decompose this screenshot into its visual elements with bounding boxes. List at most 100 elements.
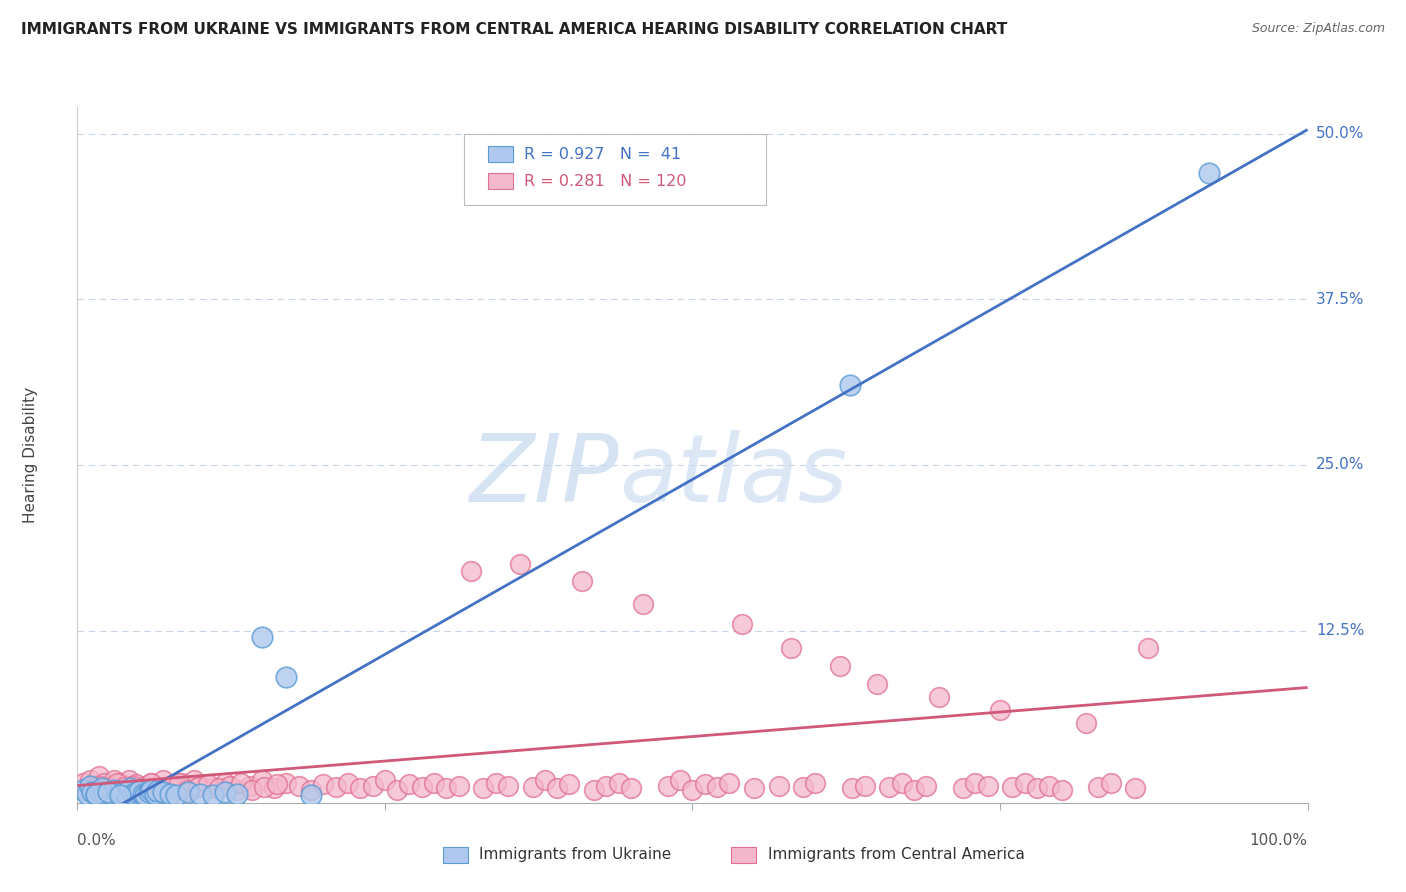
Point (240, 782, 263, 797)
Point (266, 777, 288, 791)
Point (447, 779, 470, 793)
Text: atlas: atlas (619, 430, 846, 521)
Point (121, 781, 143, 796)
Point (187, 780, 209, 794)
Point (82, 779, 104, 793)
Point (841, 781, 863, 796)
Point (141, 776, 163, 790)
Point (125, 777, 148, 791)
Point (558, 777, 581, 791)
Point (374, 773, 396, 788)
Point (325, 780, 347, 794)
Point (188, 787, 212, 801)
Point (928, 690, 950, 704)
Text: Immigrants from Central America: Immigrants from Central America (768, 847, 1025, 862)
Point (121, 787, 143, 801)
Text: R = 0.927   N =  41: R = 0.927 N = 41 (524, 147, 682, 161)
Point (93, 776, 115, 790)
Point (93, 787, 115, 801)
Point (131, 787, 153, 801)
Point (460, 564, 482, 578)
Point (197, 777, 219, 791)
Point (276, 670, 298, 684)
Text: ZIP: ZIP (470, 430, 619, 521)
Point (853, 779, 876, 793)
Point (423, 776, 446, 790)
Point (226, 782, 249, 797)
Text: 25.0%: 25.0% (1316, 458, 1364, 473)
Point (177, 780, 200, 794)
Point (112, 784, 135, 798)
Point (152, 773, 174, 788)
Point (208, 781, 231, 796)
Point (792, 780, 814, 794)
Point (1026, 781, 1049, 796)
Point (120, 781, 142, 796)
Point (110, 788, 132, 802)
Point (890, 776, 912, 790)
Point (337, 776, 360, 790)
Point (229, 776, 252, 790)
Point (146, 781, 169, 796)
Point (149, 781, 172, 796)
Text: Immigrants from Ukraine: Immigrants from Ukraine (479, 847, 672, 862)
Text: R = 0.281   N = 120: R = 0.281 N = 120 (524, 174, 688, 188)
Point (866, 676, 889, 690)
Point (152, 785, 174, 799)
Point (103, 782, 125, 797)
Text: 12.5%: 12.5% (1316, 623, 1364, 638)
Point (571, 574, 593, 589)
Point (349, 781, 371, 796)
Point (121, 779, 143, 793)
Point (125, 785, 148, 799)
Point (107, 787, 129, 801)
Point (299, 788, 322, 802)
Point (965, 776, 987, 790)
Point (633, 597, 655, 611)
Point (105, 781, 128, 796)
Point (1125, 781, 1147, 796)
Point (830, 659, 852, 673)
Point (436, 781, 458, 796)
Point (214, 776, 236, 790)
Point (169, 776, 191, 790)
Point (839, 378, 862, 392)
Point (595, 779, 617, 793)
Point (583, 782, 606, 797)
Point (183, 773, 205, 788)
Point (1136, 640, 1159, 655)
Point (76, 782, 98, 797)
Point (138, 785, 160, 799)
Point (250, 773, 273, 788)
Text: 100.0%: 100.0% (1250, 833, 1308, 848)
Point (299, 782, 322, 797)
Point (110, 784, 132, 798)
Point (146, 784, 169, 798)
Point (97, 785, 120, 799)
Point (170, 776, 193, 790)
Point (915, 779, 938, 793)
Point (977, 779, 1000, 793)
Point (546, 781, 568, 796)
Point (97, 781, 120, 796)
Point (159, 787, 181, 801)
Point (214, 785, 236, 799)
Point (780, 640, 803, 655)
Point (509, 558, 531, 572)
Point (219, 779, 242, 793)
Text: Hearing Disability: Hearing Disability (22, 387, 38, 523)
Point (768, 779, 790, 793)
Point (263, 781, 285, 796)
Point (1001, 780, 1024, 794)
Point (115, 779, 138, 793)
Point (90, 780, 114, 794)
Point (177, 782, 200, 797)
Point (79, 773, 101, 788)
Point (669, 773, 692, 788)
Point (101, 779, 124, 793)
Point (105, 776, 128, 790)
Text: Source: ZipAtlas.com: Source: ZipAtlas.com (1251, 22, 1385, 36)
Point (239, 779, 262, 793)
Point (165, 788, 187, 802)
Point (952, 781, 974, 796)
